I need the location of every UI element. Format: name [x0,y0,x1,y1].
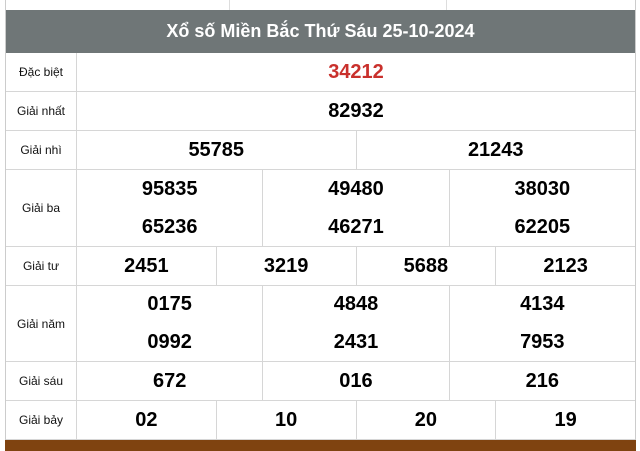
prize-number: 2451 [124,254,169,277]
prize-label: Giải ba [6,170,77,246]
prize-number: 216 [525,369,559,392]
prize-label: Đặc biệt [6,53,77,91]
prize-number: 20 [414,408,437,431]
prize-cell: 55785 [77,131,357,169]
prize-cell: 95835 65236 [77,170,264,246]
prize-label: Giải nhất [6,92,77,130]
prize-cell: 016 [263,362,450,400]
prize-cell: 4848 2431 [263,286,450,361]
prize-number: 5688 [403,254,449,277]
prize-number: 0175 [147,293,192,316]
prize-cell: 5688 [357,247,497,285]
table-title: Xổ số Miền Bắc Thứ Sáu 25-10-2024 [6,10,635,53]
prize-number: 82932 [328,99,384,122]
prize-cell: 4134 7953 [450,286,635,361]
prize-row: Giải nhất 82932 [6,92,635,131]
prize-number: 34212 [328,60,384,83]
prize-label: Giải nhì [6,131,77,169]
footer-bar [5,440,636,451]
prize-cell: 672 [77,362,264,400]
prize-number: 65236 [141,215,198,238]
prize-cell: 20 [357,401,497,439]
prize-label: Giải bảy [6,401,77,439]
prize-cell: 3219 [217,247,357,285]
prize-row: Giải bảy 02 10 20 19 [6,401,635,440]
prize-row: Đặc biệt 34212 [6,53,635,92]
lottery-results-table: Xổ số Miền Bắc Thứ Sáu 25-10-2024 Đặc bi… [5,10,636,440]
prize-number: 672 [152,369,187,392]
prize-label: Giải năm [6,286,77,361]
prize-label: Giải tư [6,247,77,285]
prize-number: 21243 [467,138,524,161]
prize-number: 49480 [328,177,384,200]
prize-number: 38030 [514,177,571,200]
prize-cell: 2123 [496,247,635,285]
prize-label: Giải sáu [6,362,77,400]
prize-number: 46271 [328,215,384,238]
prize-cell: 2451 [77,247,217,285]
prize-number: 62205 [514,215,571,238]
prize-cell: 38030 62205 [450,170,635,246]
prize-number: 19 [554,408,577,431]
prize-number: 0992 [147,330,192,353]
prize-number: 7953 [520,330,565,353]
prize-cell: 21243 [357,131,636,169]
prize-row: Giải tư 2451 3219 5688 2123 [6,247,635,286]
prize-cell: 34212 [77,53,635,91]
prize-number: 016 [339,369,373,392]
prize-number: 02 [135,408,158,431]
prize-number: 10 [275,408,298,431]
prize-number: 2431 [333,330,379,353]
prize-number: 3219 [263,254,309,277]
prize-row: Giải nhì 55785 21243 [6,131,635,170]
previous-table-edge [5,0,636,10]
prize-row: Giải ba 95835 65236 49480 46271 38030 62205 [6,170,635,247]
prize-cell: 19 [496,401,635,439]
prize-cell: 49480 46271 [263,170,450,246]
prize-cell: 216 [450,362,635,400]
prize-cell: 10 [217,401,357,439]
prize-number: 4848 [333,293,379,316]
prize-cell: 0175 0992 [77,286,264,361]
prize-row: Giải sáu 672 016 216 [6,362,635,401]
prize-number: 95835 [141,177,198,200]
prize-cell: 02 [77,401,217,439]
prize-number: 2123 [543,254,588,277]
prize-number: 55785 [188,138,245,161]
prize-row: Giải năm 0175 0992 4848 2431 4134 7953 [6,286,635,362]
prize-cell: 82932 [77,92,635,130]
prize-number: 4134 [520,293,565,316]
